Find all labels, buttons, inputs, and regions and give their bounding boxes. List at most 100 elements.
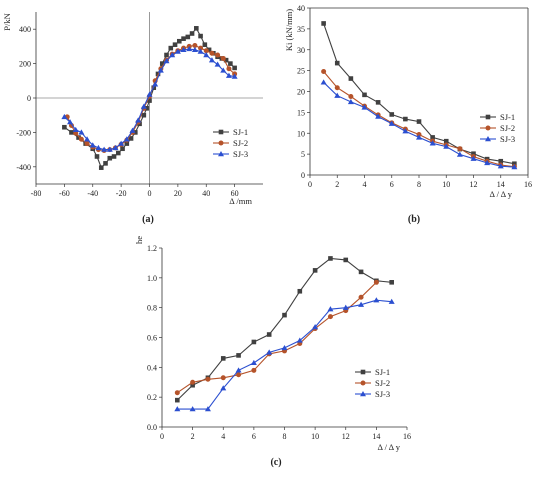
x-tick-label: -80 (31, 189, 42, 198)
data-point-marker (174, 406, 181, 412)
data-point-marker (176, 38, 182, 44)
data-point-marker (197, 48, 204, 54)
y-tick-label: 0.8 (147, 304, 157, 313)
data-point-marker (115, 150, 121, 156)
legend-swatch-marker (218, 129, 224, 135)
data-point-marker (152, 81, 159, 87)
data-point-marker (62, 124, 67, 130)
data-point-marker (112, 144, 119, 151)
data-point-marker (312, 324, 319, 330)
x-tick-label: 6 (390, 180, 394, 189)
data-point-marker (61, 113, 68, 120)
data-point-marker (202, 42, 208, 47)
y-tick-label: 1.2 (147, 244, 157, 253)
x-tick-label: -40 (87, 189, 98, 198)
data-point-marker (342, 304, 349, 310)
x-tick-label: 0 (148, 189, 152, 198)
data-point-marker (282, 312, 287, 318)
panel-label: (a) (142, 214, 154, 225)
x-tick-label: 14 (497, 180, 505, 189)
data-point-marker (140, 103, 147, 109)
y-tick-label: 10 (297, 129, 305, 138)
x-tick-label: -60 (59, 189, 70, 198)
data-point-marker (327, 306, 334, 312)
data-point-marker (388, 298, 395, 304)
data-point-marker (334, 92, 341, 98)
y-tick-label: 40 (297, 4, 305, 13)
data-point-marker (172, 42, 178, 47)
x-axis-label: Δ /mm (229, 196, 252, 206)
x-axis-label: Δ / Δ y (377, 442, 400, 452)
x-axis-label: Δ / Δ y (489, 189, 512, 199)
data-point-marker (321, 68, 327, 74)
data-point-marker (185, 34, 191, 40)
legend-label: SJ-3 (500, 134, 515, 144)
data-point-marker (128, 136, 134, 141)
data-point-marker (347, 98, 354, 105)
data-point-marker (443, 138, 449, 144)
data-point-marker (373, 297, 380, 303)
data-point-marker (403, 116, 408, 122)
x-tick-label: 16 (403, 432, 411, 441)
data-point-marker (334, 60, 340, 66)
x-tick-label: 40 (202, 189, 210, 198)
y-tick-label: 15 (297, 108, 305, 117)
series-sj-3 (174, 297, 395, 412)
data-point-marker (144, 106, 149, 111)
legend-label: SJ-2 (500, 123, 515, 133)
x-tick-label: 4 (363, 180, 367, 189)
y-tick-label: 20 (297, 88, 305, 97)
x-tick-label: 2 (335, 180, 339, 189)
data-point-marker (214, 61, 221, 67)
data-point-marker (194, 26, 199, 31)
y-tick-label: 35 (297, 25, 305, 34)
data-point-marker (120, 146, 125, 152)
data-point-marker (251, 339, 257, 345)
data-point-marker (135, 117, 142, 123)
legend-label: SJ-3 (375, 389, 390, 399)
data-point-marker (389, 280, 394, 285)
data-point-marker (373, 279, 379, 285)
data-point-marker (416, 134, 422, 140)
legend-label: SJ-1 (500, 112, 515, 122)
legend-swatch-marker (360, 369, 366, 375)
data-point-marker (129, 127, 136, 133)
data-point-marker (443, 143, 450, 149)
x-tick-label: 0 (160, 432, 164, 441)
data-point-marker (375, 100, 381, 105)
data-point-marker (220, 67, 227, 73)
data-point-marker (334, 85, 340, 91)
x-tick-label: 60 (231, 189, 239, 198)
y-tick-label: 0.2 (147, 393, 157, 402)
data-point-marker (186, 45, 193, 52)
data-point-marker (215, 52, 221, 58)
data-point-marker (225, 72, 232, 78)
data-point-marker (266, 349, 273, 355)
data-point-marker (190, 382, 195, 388)
data-point-marker (123, 136, 130, 142)
data-point-marker (389, 112, 395, 117)
data-point-marker (198, 33, 203, 39)
x-tick-label: 14 (372, 432, 380, 441)
data-point-marker (235, 367, 242, 373)
data-point-marker (174, 390, 180, 396)
series-sj-3 (61, 45, 238, 152)
data-point-marker (388, 120, 395, 126)
data-point-marker (358, 294, 364, 300)
data-point-marker (190, 379, 196, 385)
series-sj-3 (320, 79, 518, 170)
data-point-marker (220, 55, 226, 61)
data-point-marker (297, 288, 303, 294)
data-point-marker (497, 163, 504, 169)
data-point-marker (76, 135, 81, 140)
data-point-marker (228, 61, 233, 66)
data-point-marker (181, 36, 186, 41)
data-point-marker (118, 140, 125, 146)
data-point-marker (94, 154, 100, 159)
data-point-marker (141, 112, 147, 118)
data-point-marker (220, 375, 226, 381)
legend-swatch-marker (485, 136, 491, 142)
data-point-marker (321, 21, 326, 26)
